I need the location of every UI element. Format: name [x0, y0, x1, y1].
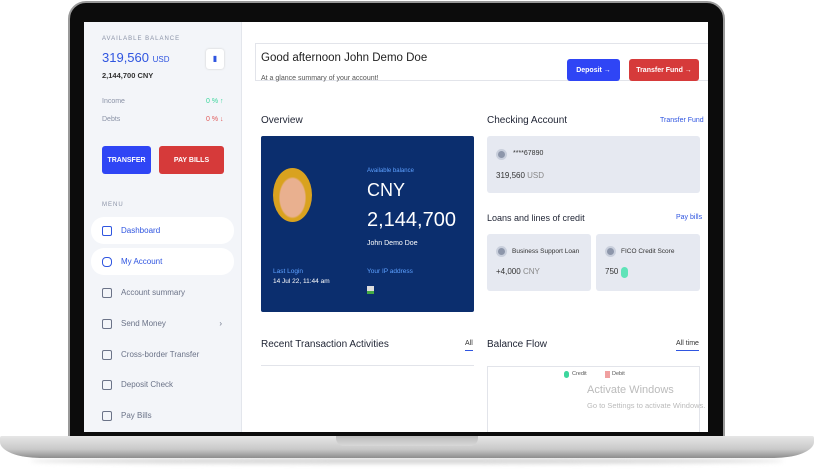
nav-label: Send Money [121, 319, 166, 328]
deposit-button[interactable]: Deposit → [567, 59, 620, 81]
checking-card[interactable]: ****67890 319,560 USD [487, 136, 700, 193]
debts-label: Debts [102, 116, 121, 123]
balance-usd: 319,560 USD [102, 50, 170, 65]
income-label: Income [102, 98, 125, 105]
pay-bills-button[interactable]: PAY BILLS [159, 146, 224, 174]
balance-cny: 2,144,700 CNY [102, 71, 154, 80]
pay-bills-label: PAY BILLS [173, 156, 210, 164]
sidebar: AVAILABLE BALANCE 319,560 USD 2,144,700 … [84, 22, 242, 432]
loans-title: Loans and lines of credit [487, 213, 585, 223]
loan-name: Business Support Loan [512, 248, 580, 255]
transfer-fund-label: Transfer Fund → [636, 66, 692, 74]
bar-chart-icon: ▮ [212, 54, 218, 63]
check-icon [102, 379, 112, 390]
grid-icon [102, 225, 112, 236]
flow-tab-all-time[interactable]: All time [676, 340, 699, 351]
flow-chart: Credit Debit [487, 366, 700, 432]
broken-image-icon [367, 286, 374, 294]
currency: USD [152, 55, 170, 64]
user-icon [102, 256, 112, 267]
deposit-label: Deposit → [576, 66, 611, 74]
transfer-fund-button[interactable]: Transfer Fund → [629, 59, 699, 81]
nav-label: Pay Bills [121, 411, 152, 420]
send-icon [102, 318, 112, 329]
laptop-notch [336, 436, 478, 446]
sidebar-item-dashboard[interactable]: Dashboard [91, 217, 234, 244]
sidebar-item-deposit-check[interactable]: Deposit Check [91, 371, 234, 398]
sidebar-item-cross-border[interactable]: Cross-border Transfer [91, 341, 234, 368]
checking-amount: 319,560 [496, 171, 525, 180]
credit-legend-marker [564, 371, 569, 378]
score-icon [605, 246, 616, 257]
account-holder: John Demo Doe [367, 240, 418, 247]
laptop-shadow [30, 458, 784, 464]
debts-value: 0 % ↓ [206, 116, 224, 123]
chart-button[interactable]: ▮ [206, 49, 224, 69]
sidebar-item-pay-bills[interactable]: Pay Bills [91, 402, 234, 429]
fico-value: 750 [605, 267, 619, 276]
nav-label: My Account [121, 257, 163, 266]
nav-label: Cross-border Transfer [121, 350, 200, 359]
fico-card[interactable]: FICO Credit Score 750 [596, 234, 700, 291]
loan-icon [496, 246, 507, 257]
debit-legend-marker [605, 371, 610, 378]
checking-transfer-link[interactable]: Transfer Fund [660, 117, 704, 124]
overview-amount: 2,144,700 [367, 209, 456, 231]
transfer-icon [102, 349, 112, 360]
watermark-subtitle: Go to Settings to activate Windows. [587, 401, 706, 410]
laptop-base [0, 436, 814, 458]
chevron-right-icon: › [219, 319, 222, 328]
avatar [273, 168, 312, 222]
sidebar-item-my-account[interactable]: My Account [91, 248, 234, 275]
account-number: ****67890 [513, 150, 544, 157]
overview-card: Available balance CNY 2,144,700 John Dem… [261, 136, 474, 312]
transfer-button[interactable]: TRANSFER [102, 146, 151, 174]
ip-label: Your IP address [367, 268, 413, 275]
loan-amount-value: +4,000 [496, 267, 521, 276]
credit-legend: Credit [572, 371, 587, 377]
flow-title: Balance Flow [487, 339, 548, 350]
overview-title: Overview [261, 115, 303, 126]
sidebar-item-account-summary[interactable]: Account summary [91, 279, 234, 306]
income-value: 0 % ↑ [206, 98, 224, 105]
bill-icon [102, 410, 112, 421]
divider [261, 365, 474, 366]
debit-legend: Debit [612, 371, 625, 377]
transfer-label: TRANSFER [107, 156, 146, 164]
balance-label: AVAILABLE BALANCE [102, 36, 181, 42]
document-icon [102, 287, 112, 298]
nav-label: Deposit Check [121, 380, 174, 389]
available-label: Available balance [367, 168, 414, 174]
greeting-panel [255, 43, 708, 81]
greeting: Good afternoon John Demo Doe [261, 52, 428, 64]
subtitle: At a glance summary of your account! [261, 75, 379, 82]
bank-icon [496, 149, 507, 160]
nav-label: Dashboard [121, 226, 161, 235]
loan-currency: CNY [522, 267, 540, 276]
screen: AVAILABLE BALANCE 319,560 USD 2,144,700 … [84, 22, 708, 432]
score-indicator [621, 267, 628, 278]
loan-amount: +4,000 CNY [496, 267, 540, 276]
balance-usd-value: 319,560 [102, 50, 149, 65]
menu-label: MENU [102, 202, 124, 208]
nav-label: Account summary [121, 288, 186, 297]
recent-title: Recent Transaction Activities [261, 339, 389, 350]
checking-title: Checking Account [487, 115, 568, 126]
overview-currency: CNY [367, 180, 406, 200]
recent-tab-all[interactable]: All [465, 340, 473, 351]
watermark-title: Activate Windows [587, 384, 674, 396]
checking-currency: USD [527, 171, 545, 180]
sidebar-item-send-money[interactable]: Send Money › [91, 310, 234, 337]
loan-card[interactable]: Business Support Loan +4,000 CNY [487, 234, 591, 291]
pay-bills-link[interactable]: Pay bills [676, 214, 703, 221]
last-login: 14 Jul 22, 11:44 am [273, 278, 330, 285]
checking-balance: 319,560 USD [496, 171, 544, 180]
last-login-label: Last Login [273, 268, 303, 275]
fico-name: FICO Credit Score [621, 248, 675, 255]
